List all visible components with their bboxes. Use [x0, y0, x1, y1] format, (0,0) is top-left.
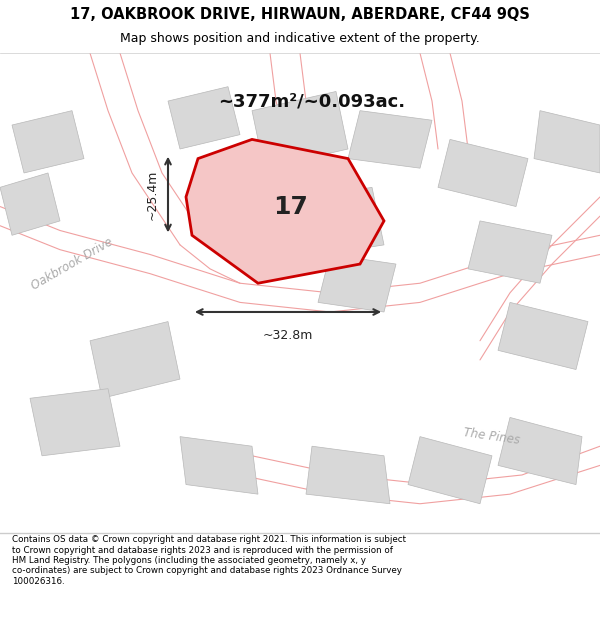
Polygon shape — [306, 446, 390, 504]
Polygon shape — [438, 139, 528, 206]
Polygon shape — [468, 221, 552, 283]
Polygon shape — [252, 91, 348, 168]
Polygon shape — [90, 322, 180, 398]
Polygon shape — [318, 254, 396, 312]
Polygon shape — [534, 111, 600, 173]
Text: 17: 17 — [273, 195, 308, 219]
Text: Oakbrook Drive: Oakbrook Drive — [29, 236, 115, 292]
Polygon shape — [180, 437, 258, 494]
Polygon shape — [498, 302, 588, 369]
Text: Contains OS data © Crown copyright and database right 2021. This information is : Contains OS data © Crown copyright and d… — [12, 535, 406, 586]
Text: ~377m²/~0.093ac.: ~377m²/~0.093ac. — [218, 92, 406, 110]
Text: Map shows position and indicative extent of the property.: Map shows position and indicative extent… — [120, 32, 480, 45]
Polygon shape — [0, 173, 60, 235]
Text: 17, OAKBROOK DRIVE, HIRWAUN, ABERDARE, CF44 9QS: 17, OAKBROOK DRIVE, HIRWAUN, ABERDARE, C… — [70, 8, 530, 22]
Polygon shape — [186, 139, 384, 283]
Polygon shape — [210, 168, 300, 245]
Polygon shape — [348, 111, 432, 168]
Polygon shape — [12, 111, 84, 173]
Polygon shape — [312, 188, 384, 254]
Polygon shape — [168, 87, 240, 149]
Text: ~25.4m: ~25.4m — [146, 169, 159, 220]
Polygon shape — [498, 418, 582, 484]
Polygon shape — [408, 437, 492, 504]
Text: ~32.8m: ~32.8m — [263, 329, 313, 342]
Polygon shape — [30, 389, 120, 456]
Text: The Pines: The Pines — [463, 426, 521, 447]
